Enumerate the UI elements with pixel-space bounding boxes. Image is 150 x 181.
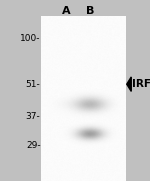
Text: B: B	[86, 6, 94, 16]
Text: IRF7: IRF7	[132, 79, 150, 89]
Text: 29-: 29-	[26, 141, 40, 150]
Text: 100-: 100-	[20, 34, 40, 43]
Polygon shape	[127, 77, 131, 91]
Text: A: A	[62, 6, 71, 16]
Text: 37-: 37-	[26, 112, 40, 121]
Text: 51-: 51-	[26, 80, 40, 89]
